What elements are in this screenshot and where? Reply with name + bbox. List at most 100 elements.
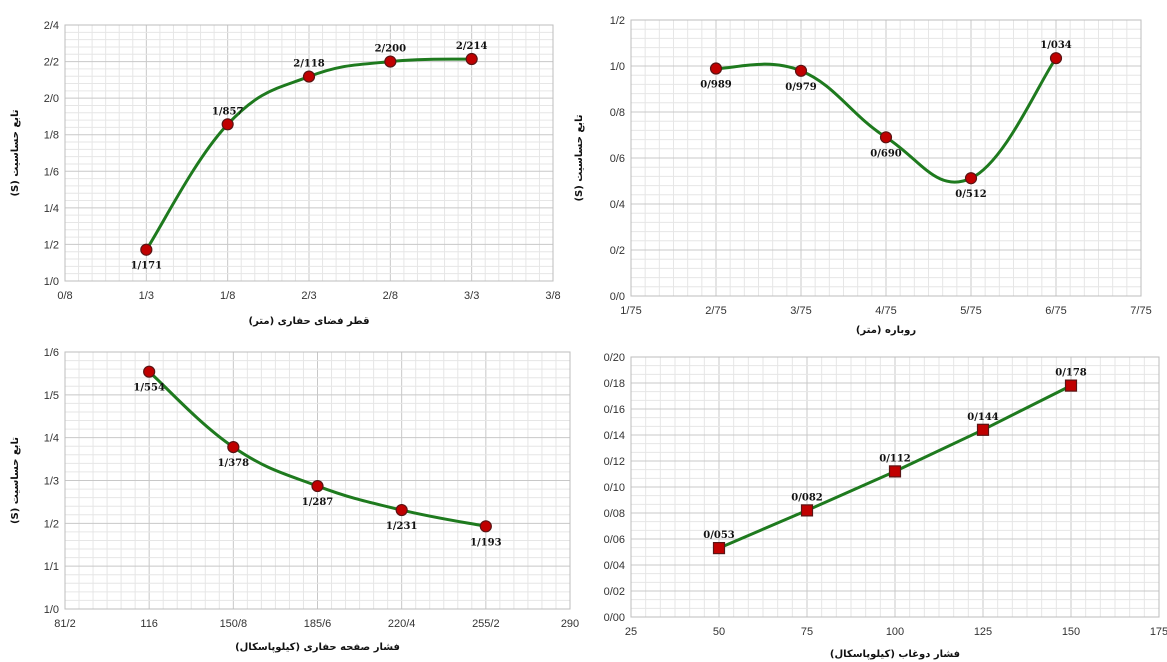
data-point-marker	[800, 504, 814, 517]
plot-frame	[630, 356, 1160, 618]
x-tick-label: 81/2	[54, 618, 75, 630]
data-label: 0/989	[700, 80, 732, 91]
y-tick-label: 2/2	[44, 57, 59, 69]
data-point-marker	[712, 541, 726, 555]
y-tick-label: 0/4	[610, 199, 625, 211]
data-point-marker	[794, 64, 808, 77]
x-tick-label: 7/75	[1130, 305, 1151, 317]
x-tick-label: 3/75	[790, 305, 811, 317]
y-tick-label: 0/2	[610, 245, 625, 257]
y-tick-label: 1/6	[44, 347, 59, 359]
x-tick-label: 175	[1150, 626, 1167, 638]
y-tick-label: 0/6	[610, 153, 625, 165]
y-axis-title: تابع حساسیت (S)	[10, 109, 21, 196]
x-axis-title: فشار دوغاب (کیلوپاسکال)	[830, 649, 960, 660]
data-point-marker	[311, 479, 324, 493]
data-label: 2/200	[375, 44, 407, 55]
y-tick-label: 1/1	[44, 561, 59, 573]
y-tick-label: 0/18	[604, 378, 625, 390]
y-tick-label: 1/0	[610, 61, 625, 73]
data-label: 1/193	[470, 537, 502, 548]
data-point-marker	[221, 118, 234, 131]
data-point-marker	[879, 131, 893, 144]
x-tick-label: 2/75	[705, 305, 726, 317]
x-tick-label: 3/8	[545, 290, 560, 302]
y-tick-label: 1/8	[44, 130, 59, 142]
y-tick-label: 0/20	[604, 352, 625, 364]
data-label: 0/690	[870, 148, 902, 159]
data-point-marker	[143, 365, 156, 378]
data-label: 1/287	[302, 497, 334, 508]
data-label: 2/118	[293, 59, 325, 70]
data-point-marker	[888, 465, 902, 478]
data-point-marker	[384, 55, 397, 68]
x-tick-label: 5/75	[960, 305, 981, 317]
plot-frame	[64, 24, 554, 282]
y-tick-label: 0/04	[604, 560, 625, 572]
data-label: 2/214	[456, 41, 488, 52]
data-label: 0/512	[955, 189, 987, 200]
x-tick-label: 100	[886, 626, 904, 638]
x-tick-label: 2/3	[301, 290, 316, 302]
y-axis-title: تابع حساسیت (S)	[574, 114, 585, 201]
y-tick-label: 0/12	[604, 456, 625, 468]
data-point-marker	[964, 172, 978, 185]
chart-2: 1/75 2/75 3/75 4/75 5/75 6/75 7/75 0/0 0/2 0/4 0/6…	[574, 15, 1152, 336]
x-tick-label: 220/4	[388, 618, 416, 630]
x-tick-label: 150	[1062, 626, 1080, 638]
y-tick-label: 1/4	[44, 433, 59, 445]
data-label: 0/144	[967, 412, 999, 423]
x-tick-label: 1/8	[220, 290, 235, 302]
data-point-marker	[140, 243, 153, 256]
x-tick-label: 255/2	[472, 618, 500, 630]
y-tick-label: 0/16	[604, 404, 625, 416]
data-point-marker	[302, 70, 316, 83]
x-tick-label: 50	[713, 626, 725, 638]
data-point-marker	[709, 62, 723, 75]
data-point-marker	[1049, 52, 1063, 65]
data-point-marker	[227, 440, 240, 454]
data-point-marker	[465, 52, 478, 66]
x-tick-label: 1/3	[139, 290, 154, 302]
y-tick-label: 1/5	[44, 390, 59, 402]
data-label: 1/231	[386, 521, 417, 532]
y-tick-label: 0/14	[604, 430, 625, 442]
y-tick-label: 0/08	[604, 508, 625, 520]
x-tick-label: 290	[561, 618, 579, 630]
x-tick-label: 185/6	[304, 618, 332, 630]
y-tick-label: 0/10	[604, 482, 625, 494]
y-tick-label: 0/06	[604, 534, 625, 546]
data-point-marker	[976, 423, 990, 436]
data-point-marker	[1064, 379, 1078, 392]
y-tick-label: 1/2	[44, 239, 59, 251]
x-axis-title: فشار صفحه حفاری (کیلوپاسکال)	[235, 642, 400, 653]
y-axis-title: تابع حساسیت (S)	[10, 437, 21, 524]
x-tick-label: 150/8	[220, 618, 248, 630]
data-label: 0/053	[703, 530, 735, 541]
data-point-marker	[479, 520, 492, 533]
grid	[64, 24, 554, 282]
y-tick-label: 0/00	[604, 612, 625, 624]
x-tick-label: 0/8	[57, 290, 72, 302]
data-label: 1/378	[218, 458, 250, 469]
y-tick-label: 1/2	[610, 15, 625, 27]
x-tick-label: 116	[140, 618, 158, 630]
y-tick-label: 0/0	[610, 291, 625, 303]
data-label: 0/979	[785, 82, 817, 93]
y-tick-label: 2/0	[44, 93, 59, 105]
y-tick-label: 1/2	[44, 518, 59, 530]
x-tick-label: 75	[801, 626, 813, 638]
x-tick-label: 1/75	[620, 305, 641, 317]
y-tick-label: 2/4	[44, 20, 59, 32]
y-tick-label: 1/3	[44, 476, 59, 488]
chart-3: 81/2 116 150/8 185/6 220/4 255/2 290 1/0 1/1 1/2 1…	[10, 347, 579, 653]
y-tick-label: 1/4	[44, 203, 59, 215]
data-label: 1/171	[131, 261, 162, 272]
data-label: 0/082	[791, 492, 823, 503]
chart-4: 25 50 75 100 125 150 175 0/00 0/02 0/04 0/06 0/08 0/…	[604, 352, 1167, 660]
chart-1: 0/8 1/3 1/8 2/3 2/8 3/3 3/8 1/0 1/2 1/4 1/6 1/8 2/0 2…	[10, 20, 561, 327]
y-tick-label: 1/6	[44, 166, 59, 178]
data-label: 0/112	[879, 453, 911, 464]
data-label: 1/034	[1040, 40, 1072, 51]
y-tick-label: 1/0	[44, 276, 59, 288]
